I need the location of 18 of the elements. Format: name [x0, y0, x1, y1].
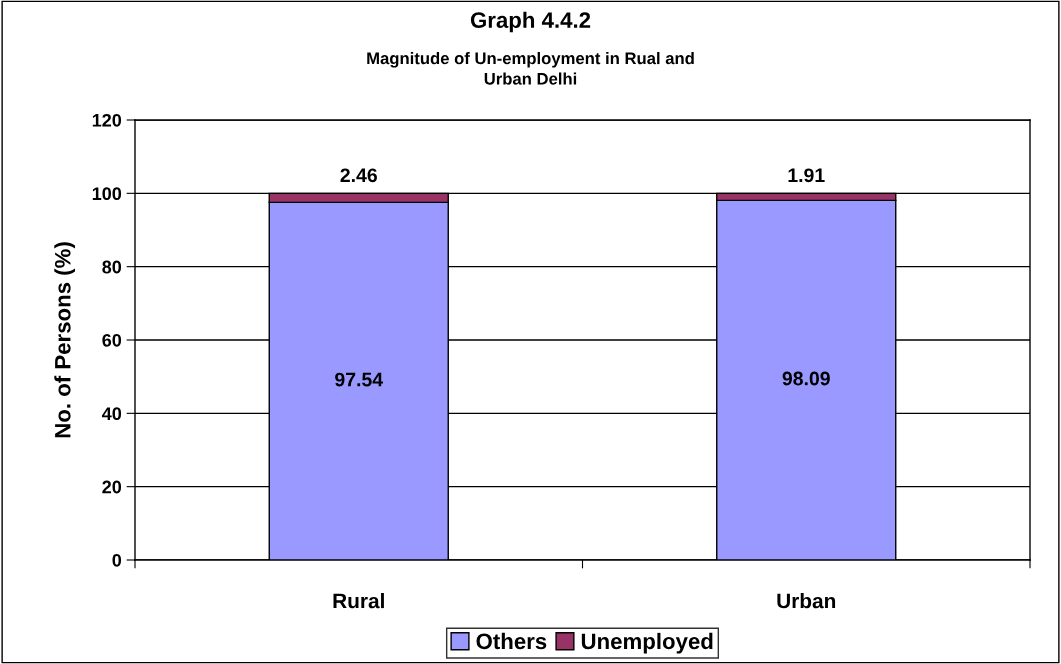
legend-label: Unemployed	[581, 632, 713, 654]
chart-subtitle: Magnitude of Un-employment in Rual and Urban Delhi	[367, 52, 694, 85]
data-label: 2.46	[340, 168, 377, 183]
chart-title: Graph 4.4.2	[470, 11, 591, 33]
data-label: 98.09	[782, 371, 830, 386]
y-tick-label: 60	[102, 333, 122, 347]
y-tick-label: 100	[92, 187, 122, 201]
x-tick-label: Urban	[777, 593, 836, 609]
data-label: 97.54	[335, 372, 383, 387]
y-tick-label: 80	[102, 260, 122, 274]
data-label: 1.91	[788, 168, 825, 183]
y-tick-label: 20	[102, 480, 122, 494]
legend-label: Others	[476, 632, 547, 650]
y-tick-label: 0	[112, 553, 122, 567]
y-tick-label: 40	[102, 407, 122, 421]
y-axis-title: No. of Persons (%)	[54, 242, 76, 438]
x-tick-label: Rural	[333, 593, 384, 609]
y-tick-label: 120	[92, 113, 122, 127]
